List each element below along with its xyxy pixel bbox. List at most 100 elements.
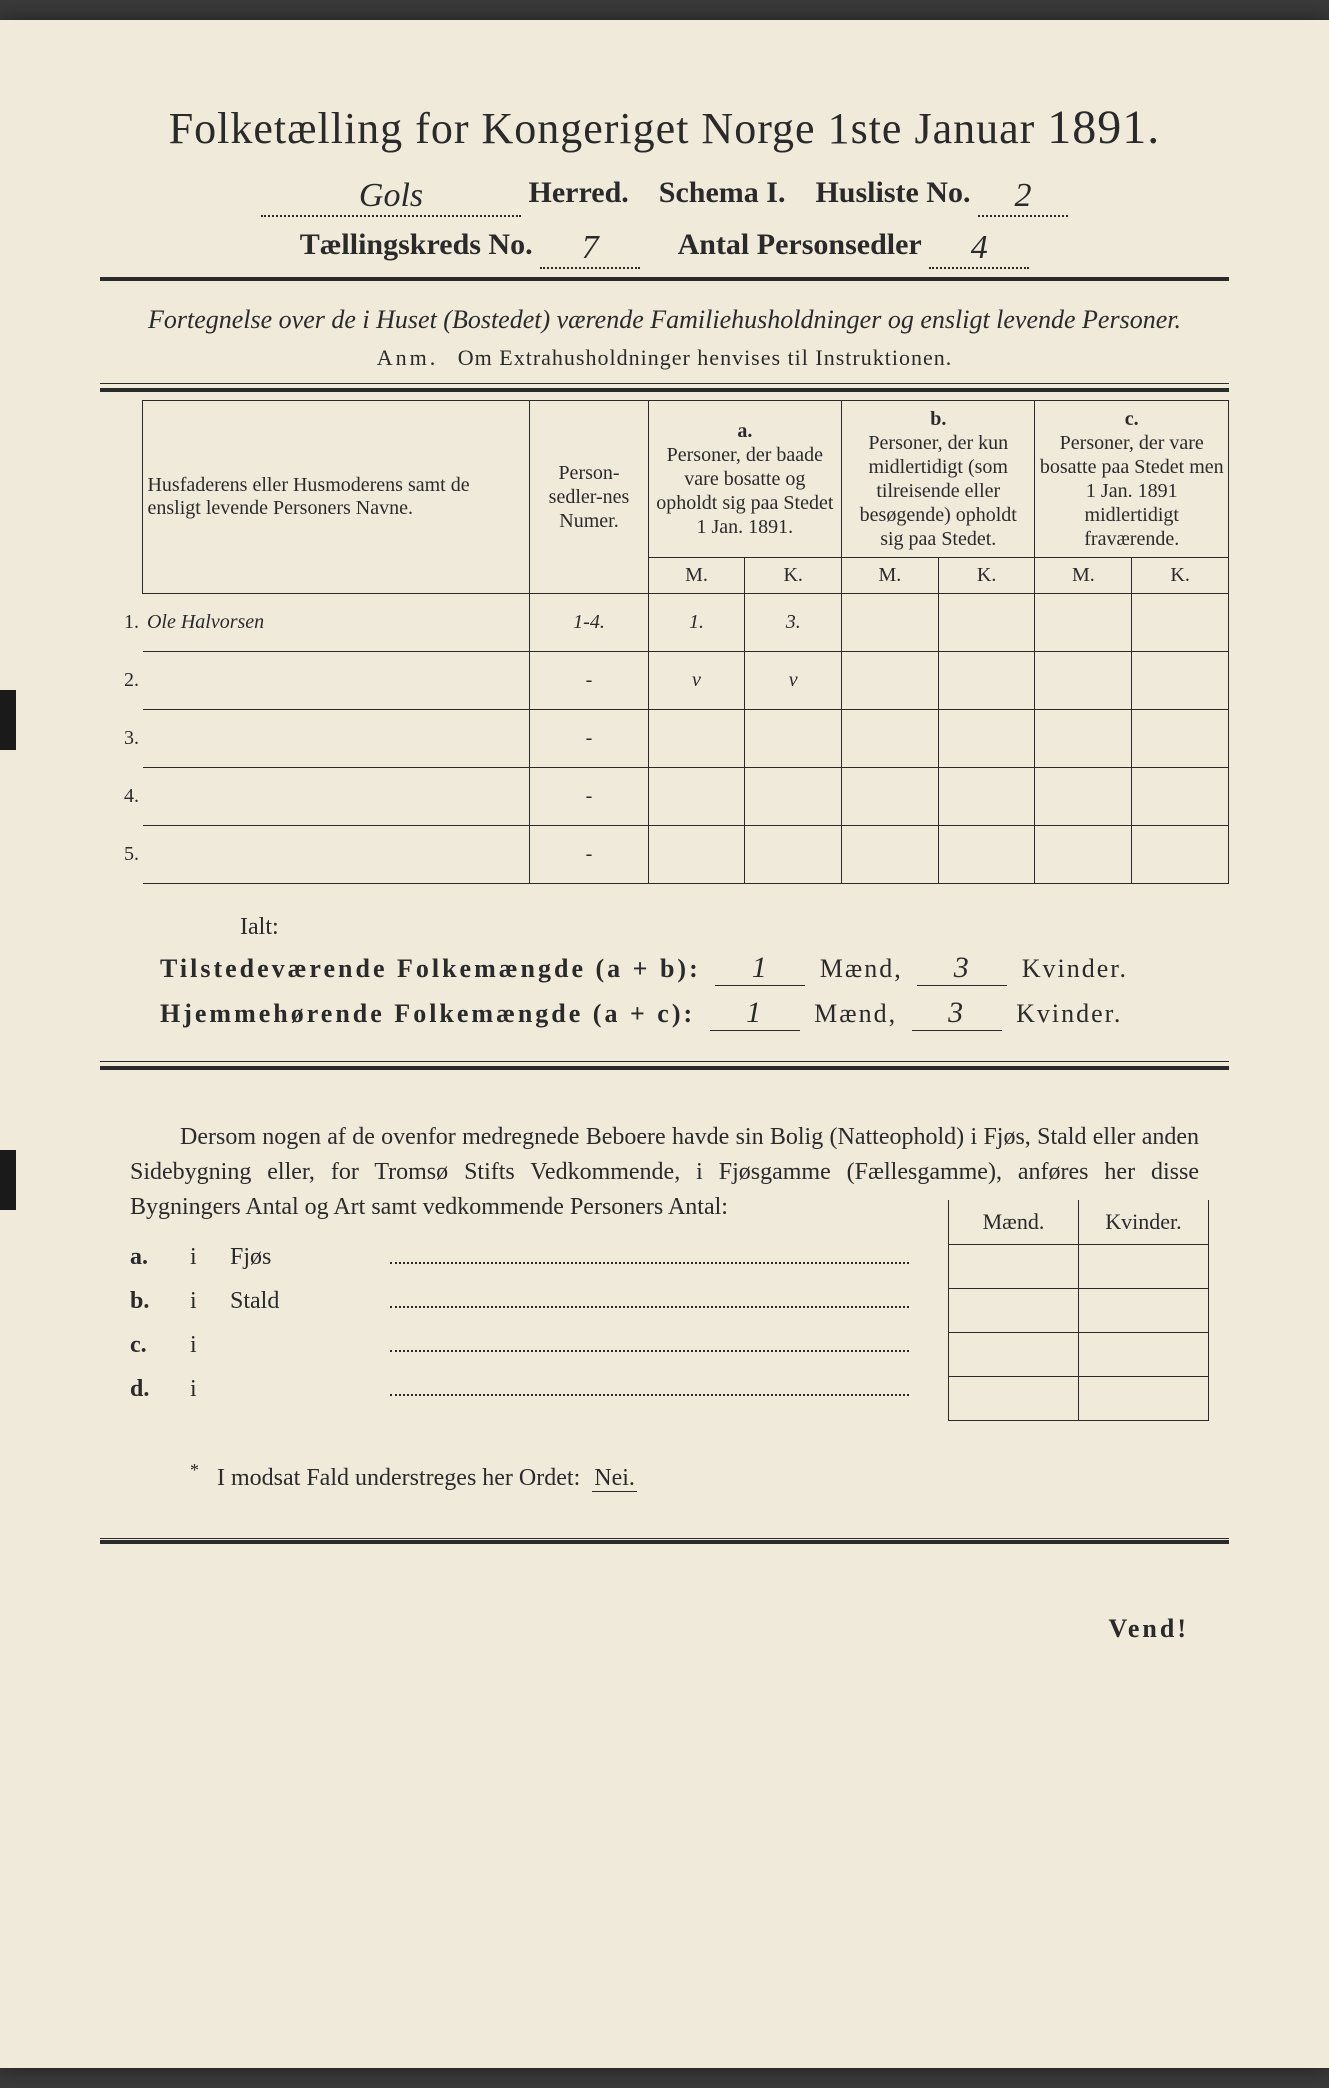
b-m-cell <box>842 710 939 768</box>
kreds-value: 7 <box>540 229 640 269</box>
herred-label: Herred. <box>529 176 629 209</box>
bldg-letter: b. <box>130 1288 190 1315</box>
c-k-cell <box>1132 652 1229 710</box>
bldg-letter: d. <box>130 1376 190 1403</box>
row-number: 4. <box>100 768 143 826</box>
c-k-cell <box>1132 826 1229 884</box>
footnote-nei: Nei. <box>592 1465 637 1492</box>
col-header-b: b. Personer, der kun midlertidigt (som t… <box>842 401 1035 558</box>
b-m-cell <box>842 594 939 652</box>
b-k-cell <box>938 768 1035 826</box>
husliste-value: 2 <box>978 177 1068 217</box>
col-header-a: a. Personer, der baade vare bosatte og o… <box>648 401 841 558</box>
c-k-cell <box>1132 768 1229 826</box>
bldg-maend-header: Mænd. <box>949 1200 1079 1244</box>
table-row: 5. - <box>100 826 1229 884</box>
form-subtitle: Fortegnelse over de i Huset (Bostedet) v… <box>100 305 1229 335</box>
a-k-cell <box>745 826 842 884</box>
row-number: 1. <box>100 594 143 652</box>
a-k-cell <box>745 768 842 826</box>
bldg-letter: c. <box>130 1332 190 1359</box>
divider <box>100 1538 1229 1539</box>
annotation-line: Anm. Om Extrahusholdninger henvises til … <box>100 345 1229 371</box>
sum1-m: 1 <box>715 951 805 986</box>
b-k-cell <box>938 594 1035 652</box>
name-cell <box>143 710 530 768</box>
divider <box>100 383 1229 384</box>
a-m-cell: 1. <box>648 594 745 652</box>
table-row: 2.-vv <box>100 652 1229 710</box>
buildings-mk-table: Mænd. Kvinder. <box>948 1200 1209 1421</box>
kvinder-label: Kvinder. <box>1022 954 1128 983</box>
bldg-type: Fjøs <box>230 1244 390 1271</box>
household-table: Husfaderens eller Husmoderens samt de en… <box>100 400 1229 884</box>
table-row: 3.- <box>100 710 1229 768</box>
c-m-cell <box>1035 710 1132 768</box>
c-m-cell <box>1035 652 1132 710</box>
b-k-cell <box>938 710 1035 768</box>
col-b-text: Personer, der kun midlertidigt (som tilr… <box>846 431 1030 551</box>
col-m: M. <box>842 558 939 594</box>
col-a-text: Personer, der baade vare bosatte og opho… <box>653 443 837 539</box>
table-row: 4.- <box>100 768 1229 826</box>
footnote-text: I modsat Fald understreges her Ordet: <box>217 1465 580 1491</box>
maend-label: Mænd, <box>820 954 903 983</box>
bldg-i: i <box>190 1332 230 1359</box>
bldg-kvinder-header: Kvinder. <box>1079 1200 1209 1244</box>
anm-text: Om Extrahusholdninger henvises til Instr… <box>458 345 952 370</box>
sum2-m: 1 <box>710 996 800 1031</box>
film-notch <box>0 690 16 750</box>
dotted-line <box>390 1246 909 1264</box>
col-m: M. <box>1035 558 1132 594</box>
c-m-cell <box>1035 768 1132 826</box>
footnote: * I modsat Fald understreges her Ordet: … <box>190 1460 1229 1492</box>
col-a-letter: a. <box>653 419 837 443</box>
name-cell <box>143 652 530 710</box>
bldg-letter: a. <box>130 1244 190 1271</box>
row-number: 5. <box>100 826 143 884</box>
divider <box>100 1061 1229 1062</box>
title-year: 1891. <box>1047 101 1160 154</box>
col-k: K. <box>1132 558 1229 594</box>
col-k: K. <box>938 558 1035 594</box>
num-cell: - <box>530 710 648 768</box>
c-m-cell <box>1035 594 1132 652</box>
row-number: 2. <box>100 652 143 710</box>
dotted-line <box>390 1378 909 1396</box>
personsedler-value: 4 <box>929 229 1029 269</box>
bldg-type: Stald <box>230 1288 390 1315</box>
vend-label: Vend! <box>100 1614 1189 1644</box>
a-m-cell <box>648 710 745 768</box>
b-k-cell <box>938 652 1035 710</box>
c-m-cell <box>1035 826 1132 884</box>
header-line-kreds: Tællingskreds No. 7 Antal Personsedler 4 <box>100 225 1229 265</box>
bldg-i: i <box>190 1288 230 1315</box>
b-m-cell <box>842 652 939 710</box>
a-m-cell <box>648 768 745 826</box>
film-notch <box>0 1150 16 1210</box>
buildings-block: Mænd. Kvinder. a.iFjøsb.iStaldc.id.i <box>130 1244 1199 1420</box>
col-b-letter: b. <box>846 407 1030 431</box>
a-k-cell: v <box>745 652 842 710</box>
c-k-cell <box>1132 710 1229 768</box>
col-header-name: Husfaderens eller Husmoderens samt de en… <box>143 401 530 594</box>
divider <box>100 1540 1229 1544</box>
personsedler-label: Antal Personsedler <box>678 228 922 261</box>
sum-tilstede: Tilstedeværende Folkemængde (a + b): 1 M… <box>160 951 1229 986</box>
title-text: Folketælling for Kongeriget Norge 1ste J… <box>169 104 1036 153</box>
ialt-label: Ialt: <box>240 914 1229 941</box>
col-header-num: Person-sedler-nes Numer. <box>530 401 648 594</box>
herred-value: Gols <box>261 177 521 217</box>
sum2-k: 3 <box>912 996 1002 1031</box>
kvinder-label: Kvinder. <box>1016 999 1122 1028</box>
col-c-text: Personer, der vare bosatte paa Stedet me… <box>1039 431 1224 551</box>
maend-label: Mænd, <box>814 999 897 1028</box>
a-k-cell: 3. <box>745 594 842 652</box>
anm-label: Anm. <box>377 345 439 370</box>
name-cell: Ole Halvorsen <box>143 594 530 652</box>
husliste-label: Husliste No. <box>815 176 970 209</box>
b-m-cell <box>842 826 939 884</box>
num-cell: - <box>530 826 648 884</box>
header-line-herred: Gols Herred. Schema I. Husliste No. 2 <box>100 173 1229 213</box>
col-m: M. <box>648 558 745 594</box>
